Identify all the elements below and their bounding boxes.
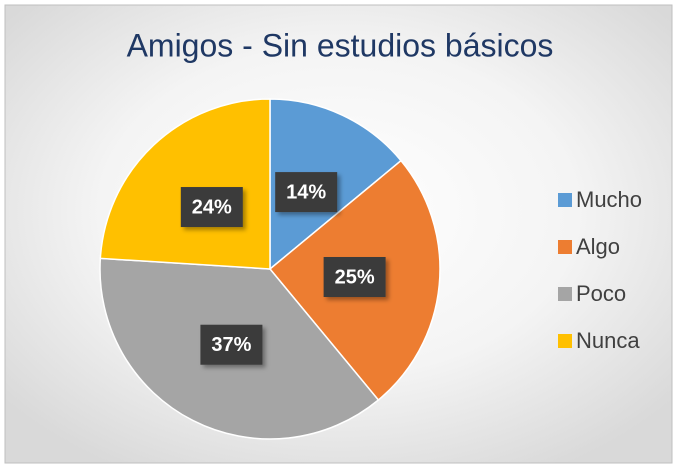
legend-swatch [558,240,572,254]
legend-swatch [558,334,572,348]
legend-label: Algo [576,234,620,259]
legend-label: Poco [576,281,626,306]
legend-label: Nunca [576,328,640,353]
data-label: 25% [335,266,375,288]
data-label-box [180,187,243,228]
chart-title: Amigos - Sin estudios básicos [127,27,554,63]
legend-swatch [558,287,572,301]
data-label-box [323,256,386,297]
legend-label: Mucho [576,187,642,212]
data-label-box [275,172,338,213]
data-label: 24% [192,196,232,218]
data-label: 14% [286,181,326,203]
data-label: 37% [211,334,251,356]
legend-swatch [558,193,572,207]
data-label-box [200,324,263,365]
